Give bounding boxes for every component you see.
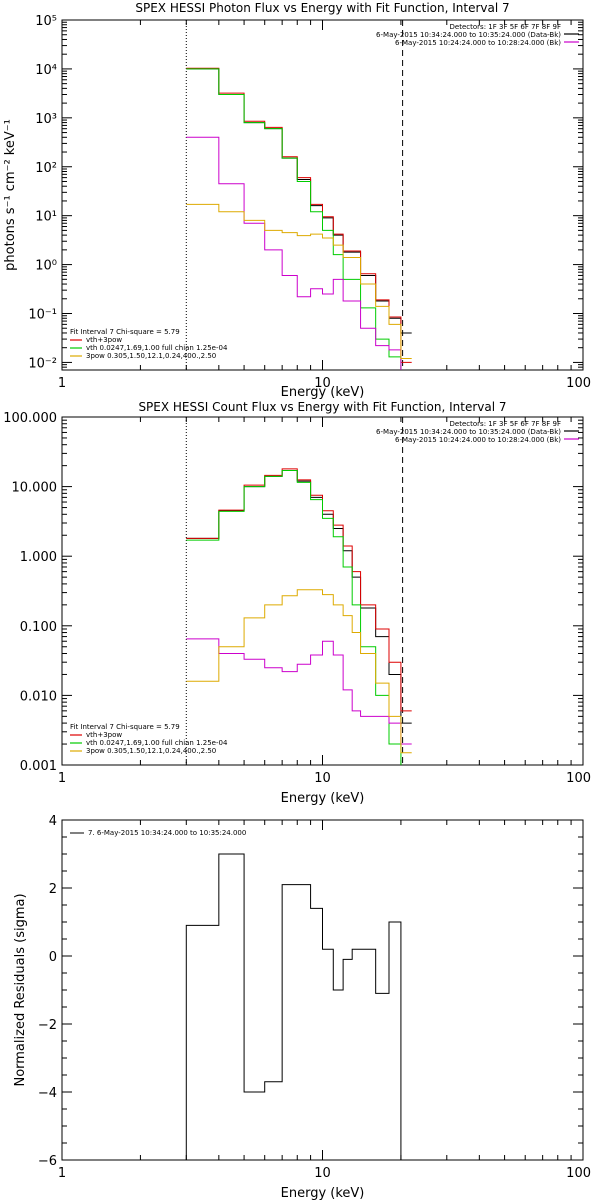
x-tick-label: 100 (566, 376, 591, 391)
series-data-bk (186, 470, 412, 724)
chart-2: 1 10 100 0.001 0.010 0.100 1.000 10.000 100.000 S… (3, 400, 591, 806)
legend-fit-entry: vth+3pow (86, 336, 122, 344)
legend-fit-entry: 3pow 0.305,1.50,12.1,0.24,400.,2.50 (86, 747, 216, 755)
y-tick-label: 10.000 (12, 481, 58, 496)
legend-topright-entry: 6-May-2015 10:24:24.000 to 10:28:24.000 … (395, 39, 561, 47)
x-axis-label: Energy (keV) (281, 1186, 365, 1200)
chart-title: SPEX HESSI Count Flux vs Energy with Fit… (138, 400, 506, 414)
x-tick-label: 100 (566, 1166, 591, 1181)
legend-fit-entry: vth 0.0247,1.69,1.00 full chian 1.25e-04 (86, 739, 228, 747)
y-tick-label: 1.000 (20, 550, 57, 565)
series-3pow (186, 203, 412, 360)
x-tick-label: 1 (58, 771, 66, 786)
x-tick-label: 10 (314, 376, 331, 391)
y-tick-label: 0.001 (20, 759, 57, 774)
legend-residual-entry: 7. 6-May-2015 10:34:24.000 to 10:35:24.0… (88, 829, 246, 837)
y-tick-label: 2 (49, 882, 57, 897)
chart-1: 1 10 100 10⁻² 10⁻¹ 10⁰ 10¹ 10² 10³ 10⁴ 10⁵ SPEX HES… (3, 1, 591, 400)
x-tick-label: 1 (58, 1166, 66, 1181)
y-tick-label: 0 (49, 950, 57, 965)
plot-frame (61, 819, 584, 1161)
y-tick-label: 10⁻¹ (28, 308, 57, 323)
y-tick-label: 10³ (35, 112, 57, 127)
series-bk (186, 136, 402, 370)
y-tick-label: 0.010 (20, 689, 57, 704)
legend-topright-entry: 6-May-2015 10:34:24.000 to 10:35:24.000 … (376, 31, 561, 39)
y-tick-label: 10⁵ (35, 14, 57, 29)
y-tick-label: 10¹ (35, 210, 57, 225)
series-bk (186, 638, 412, 745)
y-tick-label: −4 (38, 1086, 57, 1101)
legend-topright-entry: Detectors: 1F 3F 5F 6F 7F 8F 9F (450, 420, 561, 428)
y-tick-label: −2 (38, 1018, 57, 1033)
legend-topright-entry: 6-May-2015 10:24:24.000 to 10:28:24.000 … (395, 436, 561, 444)
chart-3: 1 10 100 −6 −4 −2 0 2 4 Energy (keV) Normalized Re… (13, 814, 591, 1200)
legend-fit-entry: vth 0.0247,1.69,1.00 full chian 1.25e-04 (86, 344, 228, 352)
legend-fit-entry: vth+3pow (86, 731, 122, 739)
y-tick-label: 10⁰ (35, 259, 57, 274)
legend-topright-entry: 6-May-2015 10:34:24.000 to 10:35:24.000 … (376, 428, 561, 436)
legend-fit-title: Fit Interval 7 Chi-square = 5.79 (70, 328, 180, 336)
y-tick-label: 0.100 (20, 620, 57, 635)
series-data-bk (186, 68, 412, 334)
y-tick-label: 10² (35, 161, 57, 176)
y-tick-label: 10⁻² (28, 356, 57, 371)
series-3pow (186, 589, 412, 754)
legend-fit-entry: 3pow 0.305,1.50,12.1,0.24,400.,2.50 (86, 352, 216, 360)
y-tick-label: −6 (38, 1154, 57, 1169)
y-axis-label: Normalized Residuals (sigma) (13, 893, 28, 1086)
x-tick-label: 1 (58, 376, 66, 391)
legend-fit-title: Fit Interval 7 Chi-square = 5.79 (70, 723, 180, 731)
x-axis-label: Energy (keV) (281, 791, 365, 806)
series-vth (186, 68, 402, 370)
series-vth-3pow (186, 468, 412, 712)
x-axis-label: Energy (keV) (281, 385, 365, 400)
x-tick-label: 10 (314, 771, 331, 786)
legend-topright-entry: Detectors: 1F 3F 5F 6F 7F 8F 9F (450, 23, 561, 31)
series-7 (185, 853, 402, 1160)
x-tick-label: 10 (314, 1166, 331, 1181)
y-tick-label: 100.000 (3, 411, 57, 426)
series-vth (186, 470, 402, 765)
series-vth-3pow (186, 67, 412, 363)
chart-title: SPEX HESSI Photon Flux vs Energy with Fi… (135, 1, 509, 15)
plot-frame (61, 19, 584, 371)
y-axis-label: photons s⁻¹ cm⁻² keV⁻¹ (3, 119, 18, 271)
y-tick-label: 10⁴ (35, 63, 57, 78)
y-tick-label: 4 (49, 814, 57, 829)
x-tick-label: 100 (566, 771, 591, 786)
